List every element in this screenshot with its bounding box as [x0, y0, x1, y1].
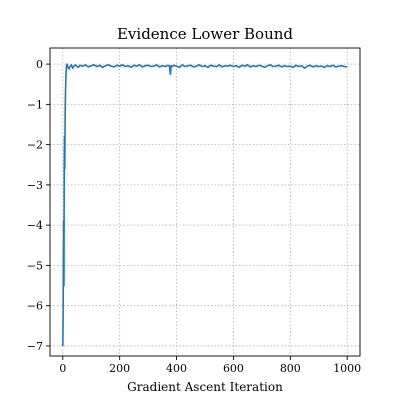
y-tick-label-5: −5	[27, 259, 43, 272]
y-tick-label-3: −3	[27, 179, 43, 192]
y-tick-label-7: −7	[27, 340, 43, 353]
x-axis-label: Gradient Ascent Iteration	[127, 380, 283, 394]
x-tick-label-2: 400	[166, 362, 187, 375]
x-tick-label-4: 800	[280, 362, 301, 375]
x-axis-ticks: 0 200 400 600 800 1000	[59, 356, 361, 375]
plot-frame	[49, 47, 361, 357]
x-tick-label-0: 0	[59, 362, 66, 375]
grid-lines	[50, 48, 360, 356]
x-tick-label-1: 200	[109, 362, 130, 375]
chart-title: Evidence Lower Bound	[117, 25, 293, 43]
y-tick-label-1: −1	[27, 98, 43, 111]
y-tick-label-4: −4	[27, 219, 43, 232]
y-tick-label-6: −6	[27, 300, 43, 313]
y-tick-label-0: 0	[36, 58, 43, 71]
y-tick-label-2: −2	[27, 139, 43, 152]
series-line-0	[62, 63, 348, 346]
y-axis-ticks: 0 −1 −2 −3 −4 −5 −6 −7	[27, 58, 50, 353]
x-tick-label-3: 600	[223, 362, 244, 375]
x-tick-label-5: 1000	[333, 362, 361, 375]
series-lines	[62, 63, 348, 346]
